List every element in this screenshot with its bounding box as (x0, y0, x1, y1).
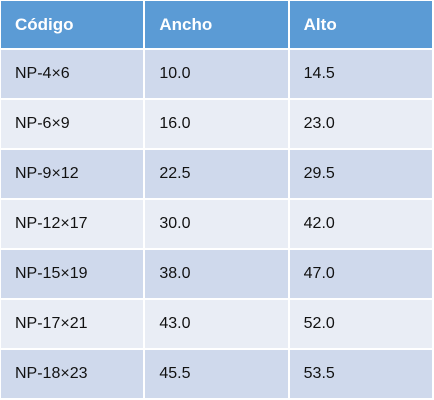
table-cell: 45.5 (145, 350, 288, 398)
table-cell: NP-12×17 (1, 200, 144, 248)
header-cell: Ancho (145, 1, 288, 48)
header-cell: Código (1, 1, 144, 48)
table-cell: 22.5 (145, 150, 288, 198)
table-cell: 29.5 (289, 150, 432, 198)
table-cell: 42.0 (289, 200, 432, 248)
table-cell: NP-18×23 (1, 350, 144, 398)
table-cell: 38.0 (145, 250, 288, 298)
header-cell: Alto (289, 1, 432, 48)
table-cell: NP-4×6 (1, 50, 144, 98)
table-cell: 23.0 (289, 100, 432, 148)
table-cell: NP-17×21 (1, 300, 144, 348)
table-cell: 10.0 (145, 50, 288, 98)
table-cell: 43.0 (145, 300, 288, 348)
table-cell: 30.0 (145, 200, 288, 248)
table-cell: 16.0 (145, 100, 288, 148)
table-cell: NP-15×19 (1, 250, 144, 298)
table-cell: 52.0 (289, 300, 432, 348)
table-cell: 14.5 (289, 50, 432, 98)
table-cell: 53.5 (289, 350, 432, 398)
table-cell: 47.0 (289, 250, 432, 298)
table-cell: NP-6×9 (1, 100, 144, 148)
table-cell: NP-9×12 (1, 150, 144, 198)
